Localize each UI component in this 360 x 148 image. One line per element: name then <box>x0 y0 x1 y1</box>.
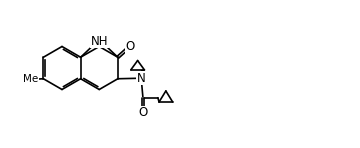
Text: NH: NH <box>90 34 108 48</box>
Text: N: N <box>137 72 146 85</box>
Text: O: O <box>138 106 148 119</box>
Text: O: O <box>125 40 135 53</box>
Text: Me: Me <box>23 74 39 84</box>
